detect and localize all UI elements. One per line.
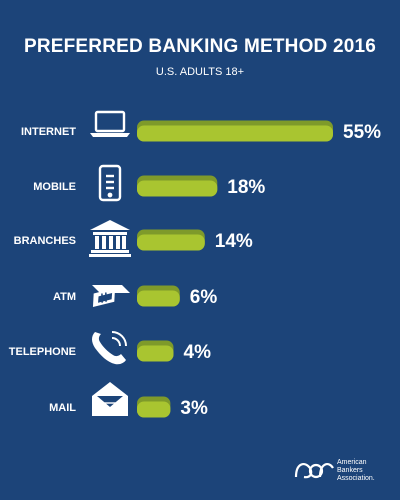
category-label: MAIL [49,402,76,414]
mail-envelope-icon [92,382,128,416]
category-label: MOBILE [33,181,76,193]
category-label: INTERNET [21,126,76,138]
category-label: BRANCHES [14,235,76,247]
bank-building-icon [89,220,131,257]
bar [137,180,218,197]
value-label: 3% [180,398,208,419]
value-label: 4% [184,342,212,363]
aba-logo-text: American Bankers Association. [337,459,375,482]
aba-logo-icon [294,462,334,479]
laptop-icon [90,110,130,137]
bar [137,125,333,142]
bar [137,290,180,307]
chart-subtitle: U.S. ADULTS 18+ [155,66,245,78]
atm-card-icon [92,285,130,308]
bar [137,345,174,362]
value-label: 55% [343,122,381,143]
chart-title: PREFERRED BANKING METHOD 2016 [23,36,377,57]
telephone-icon [92,331,127,365]
value-label: 18% [227,177,265,198]
value-label: 6% [190,287,218,308]
category-label: ATM [53,291,76,303]
value-label: 14% [215,231,253,252]
mobile-phone-icon [98,164,122,202]
category-label: TELEPHONE [9,346,76,358]
bar [137,401,171,418]
bar [137,234,205,251]
